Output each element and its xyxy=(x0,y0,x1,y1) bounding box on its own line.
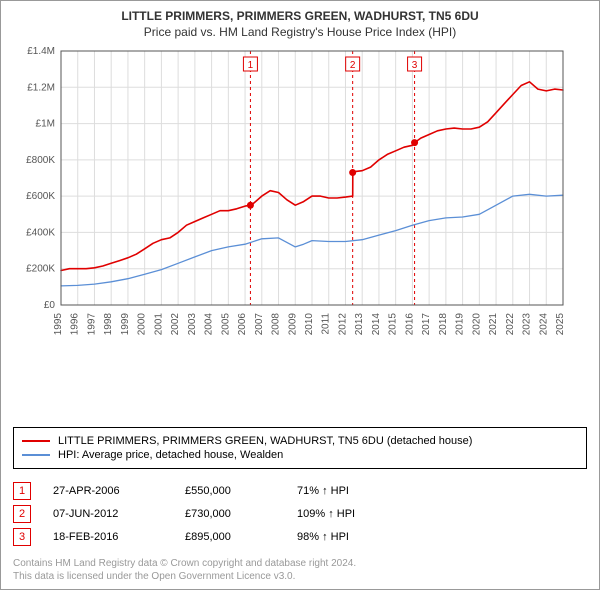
svg-text:2006: 2006 xyxy=(237,313,248,336)
svg-text:£200K: £200K xyxy=(26,264,55,275)
legend-row: LITTLE PRIMMERS, PRIMMERS GREEN, WADHURS… xyxy=(22,435,578,447)
svg-text:1995: 1995 xyxy=(53,313,64,336)
line-chart: £0 £200K £400K £600K £800K £1M £1.2M £1.4M 1995 1… xyxy=(13,45,573,345)
svg-text:1997: 1997 xyxy=(86,313,97,336)
svg-text:2016: 2016 xyxy=(404,313,415,336)
svg-text:£800K: £800K xyxy=(26,155,55,166)
sale-date: 18-FEB-2016 xyxy=(53,531,163,543)
title-block: LITTLE PRIMMERS, PRIMMERS GREEN, WADHURS… xyxy=(13,9,587,39)
svg-text:2015: 2015 xyxy=(388,313,399,336)
svg-text:£400K: £400K xyxy=(26,227,55,238)
sale-row: 2 07-JUN-2012 £730,000 109% ↑ HPI xyxy=(13,505,587,523)
sale-date: 07-JUN-2012 xyxy=(53,508,163,520)
svg-text:2: 2 xyxy=(350,60,356,71)
svg-text:2018: 2018 xyxy=(438,313,449,336)
svg-text:2001: 2001 xyxy=(153,313,164,336)
svg-text:£1.2M: £1.2M xyxy=(27,82,55,93)
svg-text:2019: 2019 xyxy=(455,313,466,336)
svg-text:2004: 2004 xyxy=(204,313,215,336)
svg-text:2013: 2013 xyxy=(354,313,365,336)
legend-label-subject: LITTLE PRIMMERS, PRIMMERS GREEN, WADHURS… xyxy=(58,435,472,447)
svg-text:2002: 2002 xyxy=(170,313,181,336)
title-sub: Price paid vs. HM Land Registry's House … xyxy=(13,25,587,39)
svg-text:2012: 2012 xyxy=(337,313,348,336)
svg-text:1: 1 xyxy=(248,60,254,71)
svg-text:2022: 2022 xyxy=(505,313,516,336)
svg-text:£1.4M: £1.4M xyxy=(27,46,55,57)
svg-text:2003: 2003 xyxy=(187,313,198,336)
title-main: LITTLE PRIMMERS, PRIMMERS GREEN, WADHURS… xyxy=(13,9,587,23)
chart-card: LITTLE PRIMMERS, PRIMMERS GREEN, WADHURS… xyxy=(0,0,600,590)
svg-text:2010: 2010 xyxy=(304,313,315,336)
sale-marker-2: 2 xyxy=(13,505,31,523)
svg-text:1999: 1999 xyxy=(120,313,131,336)
svg-text:2024: 2024 xyxy=(538,313,549,336)
svg-text:2023: 2023 xyxy=(522,313,533,336)
svg-text:2014: 2014 xyxy=(371,313,382,336)
sale-marker-1: 1 xyxy=(13,482,31,500)
svg-text:2008: 2008 xyxy=(271,313,282,336)
svg-text:3: 3 xyxy=(412,60,418,71)
footer-attribution: Contains HM Land Registry data © Crown c… xyxy=(13,557,587,583)
sale-row: 3 18-FEB-2016 £895,000 98% ↑ HPI xyxy=(13,528,587,546)
svg-text:2021: 2021 xyxy=(488,313,499,336)
sale-row: 1 27-APR-2006 £550,000 71% ↑ HPI xyxy=(13,482,587,500)
footer-line: Contains HM Land Registry data © Crown c… xyxy=(13,557,587,570)
sale-price: £730,000 xyxy=(185,508,275,520)
svg-text:2000: 2000 xyxy=(137,313,148,336)
svg-text:2020: 2020 xyxy=(471,313,482,336)
svg-text:1998: 1998 xyxy=(103,313,114,336)
svg-text:1996: 1996 xyxy=(70,313,81,336)
svg-text:£600K: £600K xyxy=(26,191,55,202)
sale-annotations: 1 27-APR-2006 £550,000 71% ↑ HPI 2 07-JU… xyxy=(13,477,587,551)
chart-area: £0 £200K £400K £600K £800K £1M £1.2M £1.4M 1995 1… xyxy=(13,45,587,421)
svg-text:2005: 2005 xyxy=(220,313,231,336)
legend-row: HPI: Average price, detached house, Weal… xyxy=(22,449,578,461)
footer-line: This data is licensed under the Open Gov… xyxy=(13,570,587,583)
sale-marker-3: 3 xyxy=(13,528,31,546)
svg-text:2025: 2025 xyxy=(555,313,566,336)
svg-text:£1M: £1M xyxy=(36,119,55,130)
svg-text:2017: 2017 xyxy=(421,313,432,336)
sale-price: £895,000 xyxy=(185,531,275,543)
sale-date: 27-APR-2006 xyxy=(53,485,163,497)
svg-text:£0: £0 xyxy=(44,300,56,311)
svg-text:2009: 2009 xyxy=(287,313,298,336)
sale-delta: 98% ↑ HPI xyxy=(297,531,349,543)
legend-swatch-hpi xyxy=(22,454,50,456)
svg-text:2011: 2011 xyxy=(321,313,332,335)
legend: LITTLE PRIMMERS, PRIMMERS GREEN, WADHURS… xyxy=(13,427,587,469)
legend-label-hpi: HPI: Average price, detached house, Weal… xyxy=(58,449,283,461)
svg-text:2007: 2007 xyxy=(254,313,265,336)
sale-delta: 71% ↑ HPI xyxy=(297,485,349,497)
legend-swatch-subject xyxy=(22,440,50,442)
sale-delta: 109% ↑ HPI xyxy=(297,508,355,520)
sale-price: £550,000 xyxy=(185,485,275,497)
